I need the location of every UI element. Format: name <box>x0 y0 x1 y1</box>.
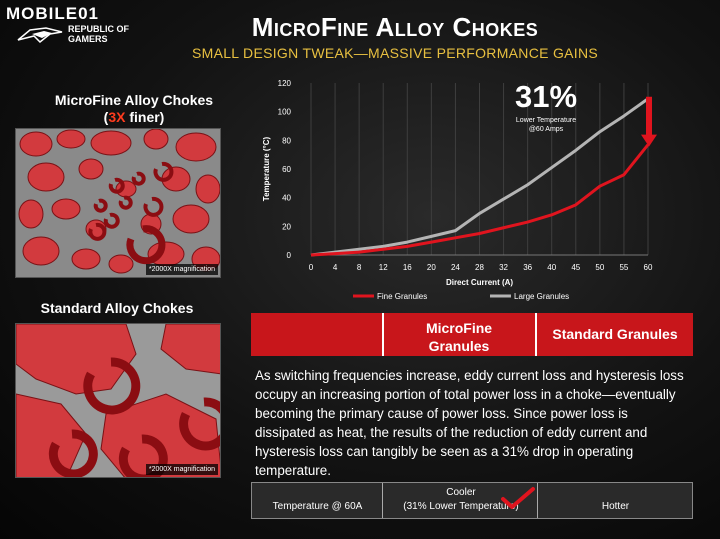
header-standard: Standard Granules <box>552 326 678 342</box>
table-header-row: MicroFine Granules Standard Granules <box>251 313 693 356</box>
y-tick-label: 80 <box>282 136 291 145</box>
row-microfine-line2: (31% Lower Temperature) <box>403 501 519 512</box>
large-granules-line <box>310 97 649 257</box>
checkmark-icon <box>501 487 535 509</box>
y-tick-label: 60 <box>282 165 291 174</box>
x-tick-label: 28 <box>475 263 484 272</box>
row-standard-value: Hotter <box>601 501 630 512</box>
header-microfine-line1: MicroFine <box>425 320 493 336</box>
header-microfine: MicroFine Granules <box>383 319 535 355</box>
callout-line1: Lower Temperature <box>516 117 576 124</box>
temperature-line-chart: 0 20 40 60 80 100 120 0 4 8 12 16 20 24 28 32 36 40 45 50 55… <box>262 79 657 301</box>
x-tick-label: 32 <box>499 263 508 272</box>
x-tick-label: 40 <box>547 263 556 272</box>
callout-percent: 31% <box>515 79 577 114</box>
microfine-granules-image <box>16 129 220 277</box>
rog-line1: REPUBLIC OF <box>68 24 130 34</box>
paren-open: ( <box>103 109 109 125</box>
microfine-micrograph: *2000X magnification <box>15 128 221 278</box>
rog-line2: GAMERS <box>68 34 108 44</box>
x-tick-label: 16 <box>403 263 412 272</box>
mobile01-wordmark: MOBILE01 <box>6 4 100 23</box>
x-tick-label: 50 <box>595 263 604 272</box>
standard-title: Standard Alloy Chokes <box>40 300 194 316</box>
fine-granules-line <box>310 143 650 257</box>
x-tick-label: 55 <box>619 263 628 272</box>
finer-text: finer) <box>125 109 165 125</box>
header-microfine-line2: Granules <box>428 338 490 354</box>
x-axis-label: Direct Current (A) <box>446 278 513 287</box>
reduction-arrow-head <box>641 134 657 147</box>
microfine-caption: MicroFine Alloy Chokes (3X finer) <box>14 92 254 126</box>
row-microfine-value: Cooler (31% Lower Temperature) <box>384 486 538 514</box>
microfine-subcaption: (3X finer) <box>14 109 254 126</box>
standard-micrograph: *2000X magnification <box>15 323 221 478</box>
finer-highlight: 3X <box>108 109 126 125</box>
y-tick-label: 0 <box>287 251 292 260</box>
header-divider <box>535 313 537 356</box>
page-subtitle: SMALL DESIGN TWEAK—MASSIVE PERFORMANCE G… <box>191 45 599 61</box>
rog-wordmark: REPUBLIC OF GAMERS <box>68 24 129 44</box>
rog-eye-icon <box>17 27 63 44</box>
page-title: MicroFine Alloy Chokes <box>251 12 539 42</box>
y-axis-label: Temperature (°C) <box>262 136 271 201</box>
callout-line2: @60 Amps <box>529 126 564 133</box>
x-tick-label: 20 <box>427 263 436 272</box>
x-tick-label: 0 <box>309 263 314 272</box>
x-tick-label: 4 <box>333 263 338 272</box>
x-tick-label: 8 <box>357 263 362 272</box>
legend-label-large: Large Granules <box>514 292 569 301</box>
reduction-arrow-shaft <box>646 96 652 137</box>
comparison-table: MicroFine Granules Standard Granules As … <box>251 313 693 519</box>
x-tick-label: 12 <box>379 263 388 272</box>
x-tick-label: 45 <box>571 263 580 272</box>
row-divider <box>382 483 383 518</box>
temperature-chart: 0 20 40 60 80 100 120 0 4 8 12 16 20 24 28 32 36 40 45 50 55… <box>255 72 665 307</box>
explanation-paragraph: As switching frequencies increase, eddy … <box>255 368 684 478</box>
y-tick-label: 20 <box>282 222 291 231</box>
x-tick-label: 60 <box>644 263 653 272</box>
microfine-title: MicroFine Alloy Chokes <box>54 92 214 108</box>
x-tick-label: 36 <box>523 263 532 272</box>
row-microfine-line1: Cooler <box>446 487 476 498</box>
standard-magnification-note: *2000X magnification <box>145 464 218 475</box>
row-divider <box>537 483 538 518</box>
row-label: Temperature @ 60A <box>272 501 363 512</box>
legend-label-fine: Fine Granules <box>377 292 427 301</box>
y-tick-label: 100 <box>278 108 292 117</box>
y-tick-label: 120 <box>278 79 292 88</box>
microfine-magnification-note: *2000X magnification <box>145 264 218 275</box>
x-tick-label: 24 <box>451 263 460 272</box>
temperature-row: Temperature @ 60A Cooler (31% Lower Temp… <box>251 482 693 519</box>
y-tick-label: 40 <box>282 194 291 203</box>
brand-logo: MOBILE01 REPUBLIC OF GAMERS <box>6 4 156 46</box>
standard-granules-image <box>16 324 220 477</box>
header-divider <box>382 313 384 356</box>
